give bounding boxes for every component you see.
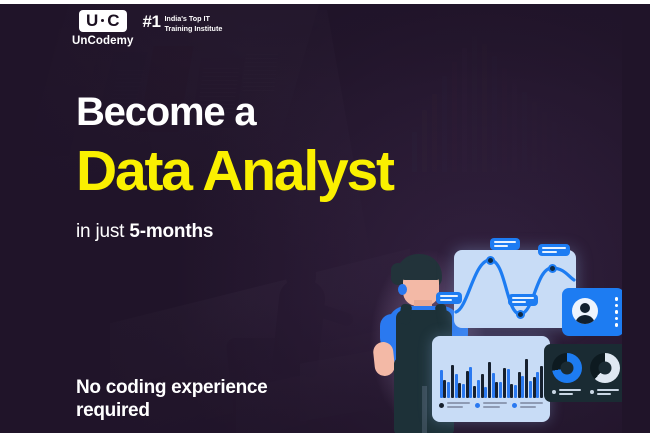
footer-line-2: required — [76, 400, 150, 422]
logo-column: U C UnCodemy — [72, 10, 134, 47]
line-marker-trough[interactable] — [516, 310, 525, 319]
footer-note: No coding experience required — [76, 376, 268, 422]
badge-line-1: India's Top IT — [164, 14, 210, 23]
donut-label-left — [552, 388, 581, 395]
right-edge-band — [622, 0, 650, 433]
brand-logo[interactable]: U C UnCodemy #1 India's Top IT Training … — [72, 10, 222, 47]
legend-item-2 — [475, 401, 507, 409]
donut-chart-left[interactable] — [552, 353, 582, 383]
line-tooltip-right — [538, 244, 570, 256]
top-white-strip — [0, 0, 650, 4]
bar-chart-panel[interactable] — [432, 336, 550, 422]
headline-role: Data Analyst — [76, 139, 395, 203]
line-chart-svg — [454, 258, 576, 316]
line-tooltip-trough — [508, 294, 538, 306]
donut-chart-right[interactable] — [590, 353, 620, 383]
logo-letter-u: U — [85, 11, 99, 30]
brand-name: UnCodemy — [72, 35, 134, 47]
line-tooltip-left — [436, 292, 462, 304]
analytics-illustration — [366, 238, 630, 433]
profile-dots-icon — [614, 297, 618, 327]
legend-item-1 — [439, 401, 471, 409]
headline-block: Become a Data Analyst in just 5-months — [76, 90, 395, 241]
bar-chart-bars — [439, 344, 543, 398]
bar-chart-legend — [439, 395, 543, 415]
headline-subline: in just 5-months — [76, 222, 393, 241]
figure-headphone-icon — [398, 284, 407, 295]
legend-item-3 — [511, 401, 543, 409]
line-marker-peak[interactable] — [486, 256, 495, 265]
rank-badge: #1 India's Top IT Training Institute — [143, 10, 223, 33]
line-marker-right[interactable] — [548, 264, 557, 273]
line-tooltip-peak — [490, 238, 520, 250]
headline-line-1: Become a — [76, 90, 257, 134]
avatar-icon — [572, 298, 598, 324]
badge-number: #1 — [142, 12, 161, 31]
logo-letter-c: C — [107, 11, 120, 30]
profile-card[interactable] — [562, 288, 624, 336]
line-chart-panel[interactable] — [436, 238, 576, 328]
logo-mark: U C — [78, 10, 127, 32]
footer-line-1: No coding experience — [76, 377, 268, 398]
badge-line-2: Training Institute — [164, 23, 223, 33]
badge-text: India's Top IT Training Institute — [164, 13, 222, 33]
figure-leg-split — [422, 386, 427, 433]
logo-dot-icon — [101, 19, 105, 22]
subline-prefix: in just — [76, 220, 130, 242]
donut-label-right — [590, 388, 619, 395]
figure-hair-top — [400, 260, 440, 280]
subline-duration: 5-months — [129, 220, 214, 242]
donut-chart-panel[interactable] — [544, 344, 630, 402]
